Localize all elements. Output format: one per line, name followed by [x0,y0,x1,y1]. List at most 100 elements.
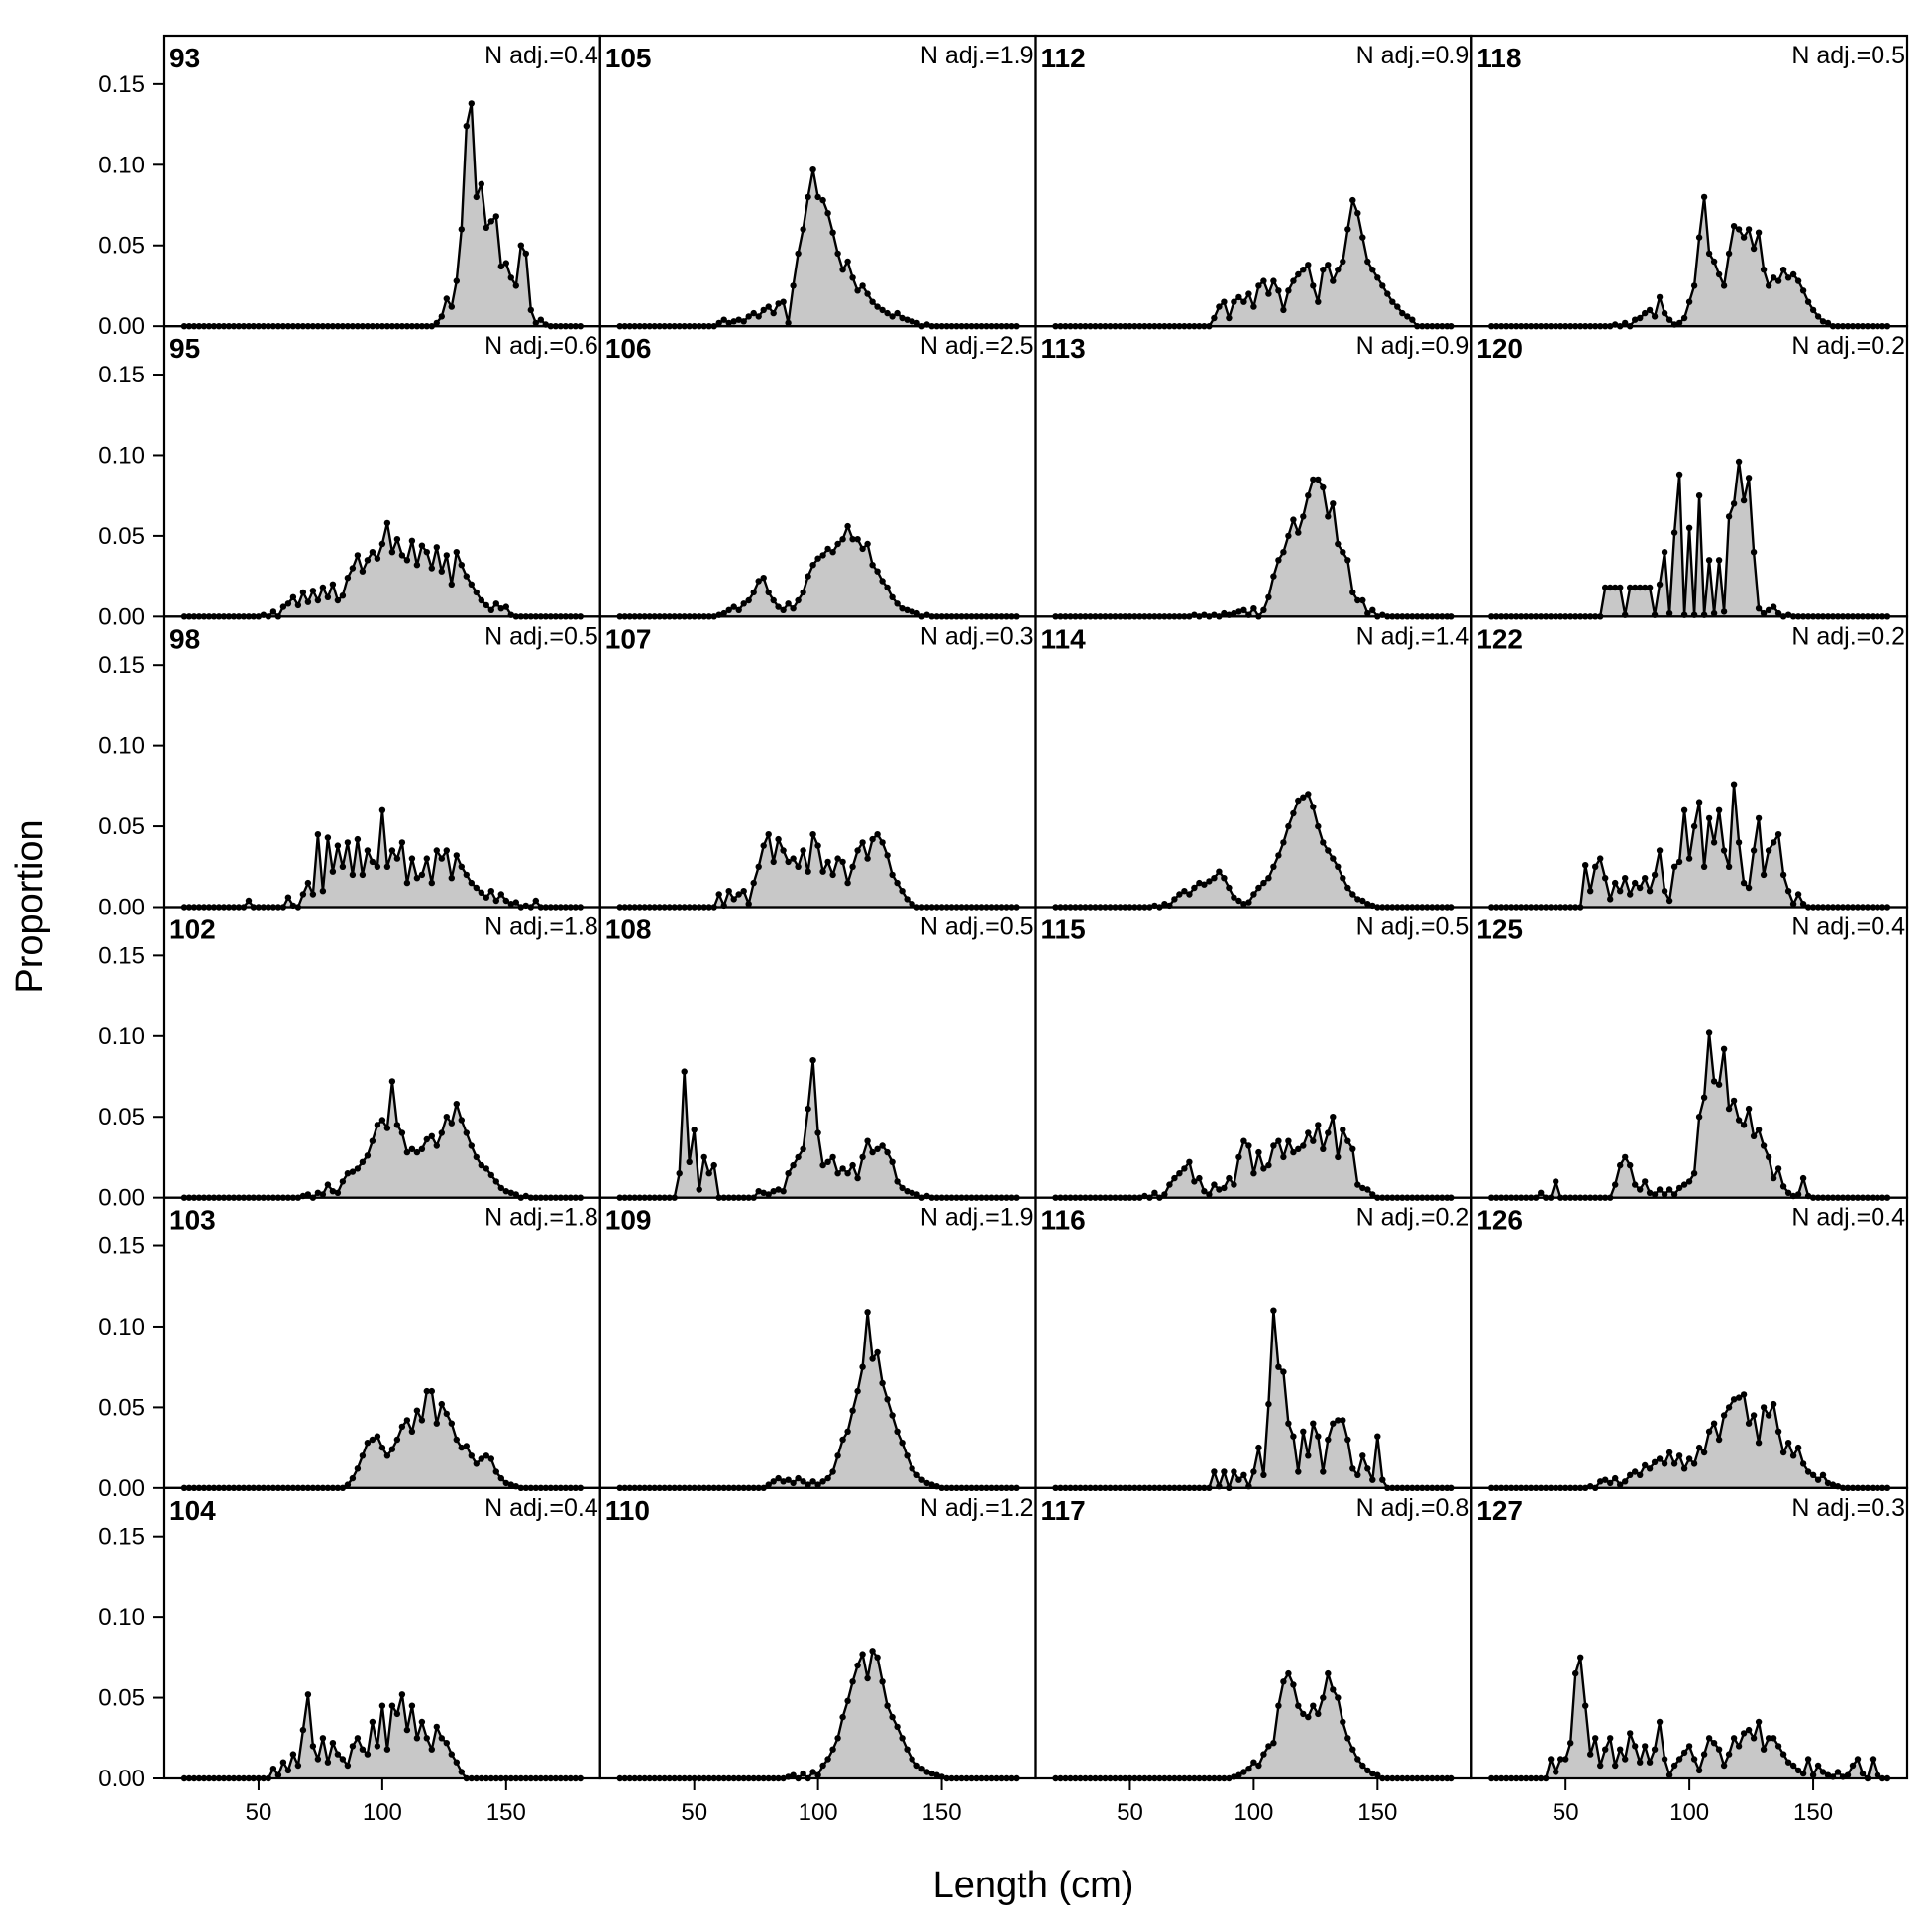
data-point [1280,1368,1287,1375]
data-point [1265,593,1272,600]
data-point [1622,875,1629,882]
data-point [1627,1161,1634,1169]
data-point [398,1129,406,1136]
data-point [433,1420,440,1427]
data-point [785,1476,792,1483]
data-point [1665,1771,1673,1778]
y-tick-label: 0.15 [98,1524,145,1551]
data-point [1270,277,1277,284]
distribution-area [619,169,1017,327]
data-point [1804,1468,1812,1475]
data-point [408,1145,416,1153]
data-point [1270,1740,1277,1747]
panel-id-label: 104 [169,1495,216,1526]
data-point [1335,1694,1342,1701]
data-point [378,806,386,813]
data-point [854,847,861,854]
data-point [1340,1417,1346,1424]
data-point [1750,1132,1758,1140]
data-point [289,1751,297,1758]
data-point [359,871,367,879]
data-point [889,1713,896,1721]
data-point [809,1769,816,1775]
data-point [1231,298,1237,305]
data-point [1632,879,1639,887]
panel-id-label: 110 [605,1495,650,1526]
data-point [1794,1191,1802,1198]
data-point [1409,316,1416,323]
data-point [1617,584,1624,591]
data-point [1740,234,1748,241]
data-point [354,552,362,559]
data-point [755,1188,762,1195]
data-point [874,568,881,575]
data-point [1710,839,1718,846]
data-point [814,1129,821,1136]
data-point [869,562,876,569]
data-point [1290,1681,1297,1688]
data-point [899,888,906,895]
data-point [745,901,752,908]
data-point [364,847,372,854]
data-point [1280,549,1287,556]
panel-frame [162,34,601,328]
data-point [393,1436,401,1444]
data-point [527,306,534,314]
data-point [1794,1444,1802,1451]
data-point [1765,1735,1772,1742]
data-point [864,540,871,548]
data-point [765,303,772,310]
data-point [344,575,352,582]
data-point [1340,1127,1346,1133]
data-point [1270,1307,1277,1314]
data-point [839,267,846,273]
data-point [324,1181,332,1188]
data-point [725,319,732,327]
data-point [1809,1471,1817,1479]
data-point [1270,1142,1277,1149]
data-point [785,600,792,607]
data-point [423,549,430,556]
data-point [403,1726,411,1734]
data-point [329,1188,337,1195]
data-point [1335,540,1342,548]
data-point [1617,888,1624,895]
distribution-area [1491,196,1888,327]
data-point [1592,863,1599,870]
data-point [829,229,836,236]
data-point [1325,262,1332,268]
data-point [824,1756,831,1763]
data-point [1720,1412,1728,1419]
data-point [894,879,901,887]
data-point [1315,1433,1322,1440]
data-point [468,1142,475,1149]
panel-frame [1034,906,1473,1199]
data-point [1710,1740,1718,1747]
data-point [1161,901,1168,908]
data-point [750,309,757,317]
data-point [1670,863,1678,870]
data-point [1285,822,1292,830]
data-point [730,603,737,610]
data-point [1750,847,1758,854]
data-point [790,1161,797,1169]
data-point [1369,1191,1376,1198]
data-point [502,260,509,267]
data-point [1740,496,1748,504]
data-point [1705,814,1713,822]
data-point [1235,1476,1242,1483]
data-point [1354,1756,1361,1763]
data-point [1695,1767,1703,1774]
data-point [725,606,732,613]
data-point [750,879,757,887]
distribution-line [1055,1309,1452,1490]
data-point [418,1417,426,1424]
data-point [1359,596,1366,604]
data-point [1720,282,1728,289]
y-tick-label: 0.05 [98,1104,145,1130]
data-point [473,1460,480,1467]
distribution-area [1491,1394,1888,1488]
data-point [492,213,499,220]
data-point [1784,1440,1792,1447]
data-point [1369,1476,1376,1483]
